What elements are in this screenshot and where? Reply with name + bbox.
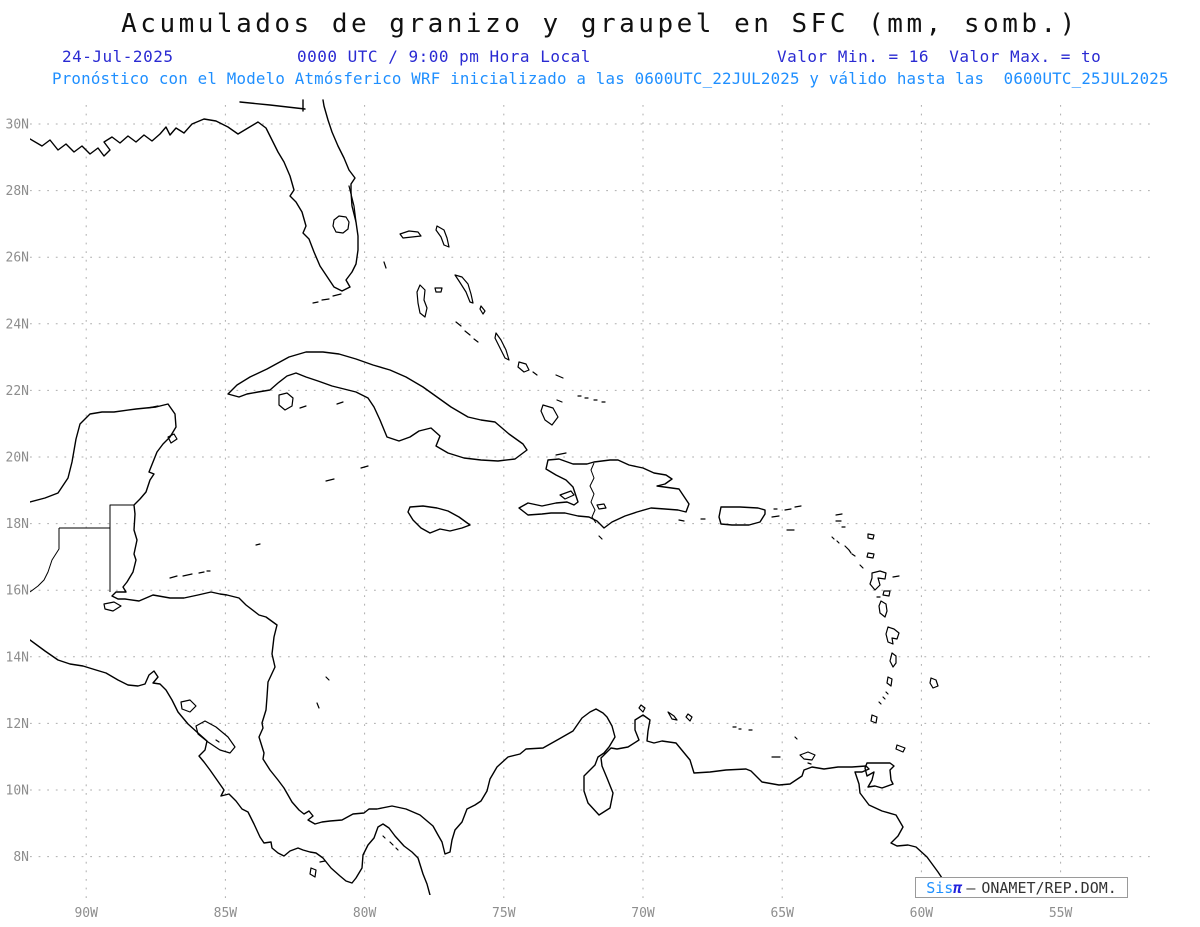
lat-label: 28N (6, 184, 29, 199)
san-andres-providencia (316, 676, 330, 709)
coiba-pearl-islands (309, 835, 399, 878)
lake-okeechobee (332, 215, 350, 234)
lat-label: 16N (6, 584, 29, 599)
min-max-values: Valor Min. = 16 Valor Max. = to (777, 47, 1102, 66)
florida-keys (312, 293, 342, 304)
tobago (895, 744, 906, 753)
virgin-islands (784, 505, 802, 531)
saona-beata-islets (598, 519, 685, 540)
lake-izabal (103, 601, 122, 612)
coastline-jamaica (407, 505, 471, 534)
lon-label: 80W (353, 906, 377, 921)
grenada (870, 714, 878, 724)
guatemala-belize-borders (30, 504, 134, 593)
dominica (878, 600, 888, 618)
branding-separator: – (966, 878, 976, 897)
pi-symbol-icon: π (953, 878, 963, 897)
lat-label: 18N (6, 517, 29, 532)
branding-box: Sis π – ONAMET/REP.DOM. (915, 877, 1128, 898)
indian-river-lagoon (348, 185, 357, 223)
lat-label: 10N (6, 784, 29, 799)
bahamas-islands (383, 225, 606, 426)
lat-label: 14N (6, 650, 29, 665)
lon-label: 60W (910, 906, 934, 921)
barbados (929, 677, 939, 689)
coastline-pacific-central-america (30, 639, 431, 895)
gonave-island (559, 490, 575, 500)
cayman-islands (325, 465, 369, 482)
abc-islands (638, 704, 693, 722)
coastline-puerto-rico (718, 506, 766, 526)
lon-label: 65W (770, 906, 794, 921)
bay-islands-honduras (169, 570, 211, 579)
isla-juventud (278, 392, 294, 411)
swan-islands (255, 543, 261, 546)
mona-vieques-culebra (700, 508, 780, 520)
lon-label: 75W (492, 906, 516, 921)
st-lucia (889, 652, 897, 668)
lat-lon-gridlines (30, 105, 1150, 903)
lat-label: 26N (6, 251, 29, 266)
lat-label: 30N (6, 118, 29, 133)
valid-time: 0000 UTC / 9:00 pm Hora Local (297, 47, 591, 66)
branding-system-name: Sis (926, 878, 954, 897)
barbuda-antigua (866, 533, 875, 559)
coastline-georgia-cut (239, 99, 306, 112)
lon-tick-labels: 90W 85W 80W 75W 70W 65W 60W 55W (74, 906, 1072, 921)
lat-label: 12N (6, 717, 29, 732)
lat-label: 20N (6, 451, 29, 466)
lat-label: 24N (6, 317, 29, 332)
coastline-gulf-florida (30, 99, 359, 292)
map-title: Acumulados de granizo y graupel en SFC (… (121, 9, 1079, 39)
lago-enriquillo (596, 503, 607, 510)
branding-organization: ONAMET/REP.DOM. (981, 878, 1117, 897)
lon-label: 90W (74, 906, 98, 921)
cozumel-holbox (147, 405, 178, 444)
lake-nicaragua (195, 720, 236, 754)
lake-managua (180, 699, 197, 713)
valid-date: 24-Jul-2025 (62, 47, 174, 66)
st-vincent-grenadines (878, 676, 893, 705)
lon-label: 85W (214, 906, 238, 921)
haiti-dr-border (589, 462, 597, 524)
guadeloupe (869, 570, 900, 598)
venezuela-offshore-islands (732, 726, 816, 765)
cuba-south-cays (299, 401, 344, 409)
martinique (885, 626, 900, 645)
tortuga-island (555, 452, 567, 456)
coastline-trinidad (864, 762, 895, 789)
lon-label: 55W (1049, 906, 1073, 921)
lon-label: 70W (631, 906, 655, 921)
lat-tick-labels: 30N 28N 26N 24N 22N 20N 18N 16N 14N 12N … (6, 118, 29, 866)
leeward-islands-north (831, 513, 864, 569)
lat-label: 22N (6, 384, 29, 399)
coastline-cuba (227, 351, 528, 462)
forecast-note: Pronóstico con el Modelo Atmósferico WRF… (52, 69, 1169, 88)
coastline-hispaniola (518, 458, 690, 529)
coastline-caribbean-mainland (30, 403, 953, 895)
lat-label: 8N (13, 850, 29, 865)
